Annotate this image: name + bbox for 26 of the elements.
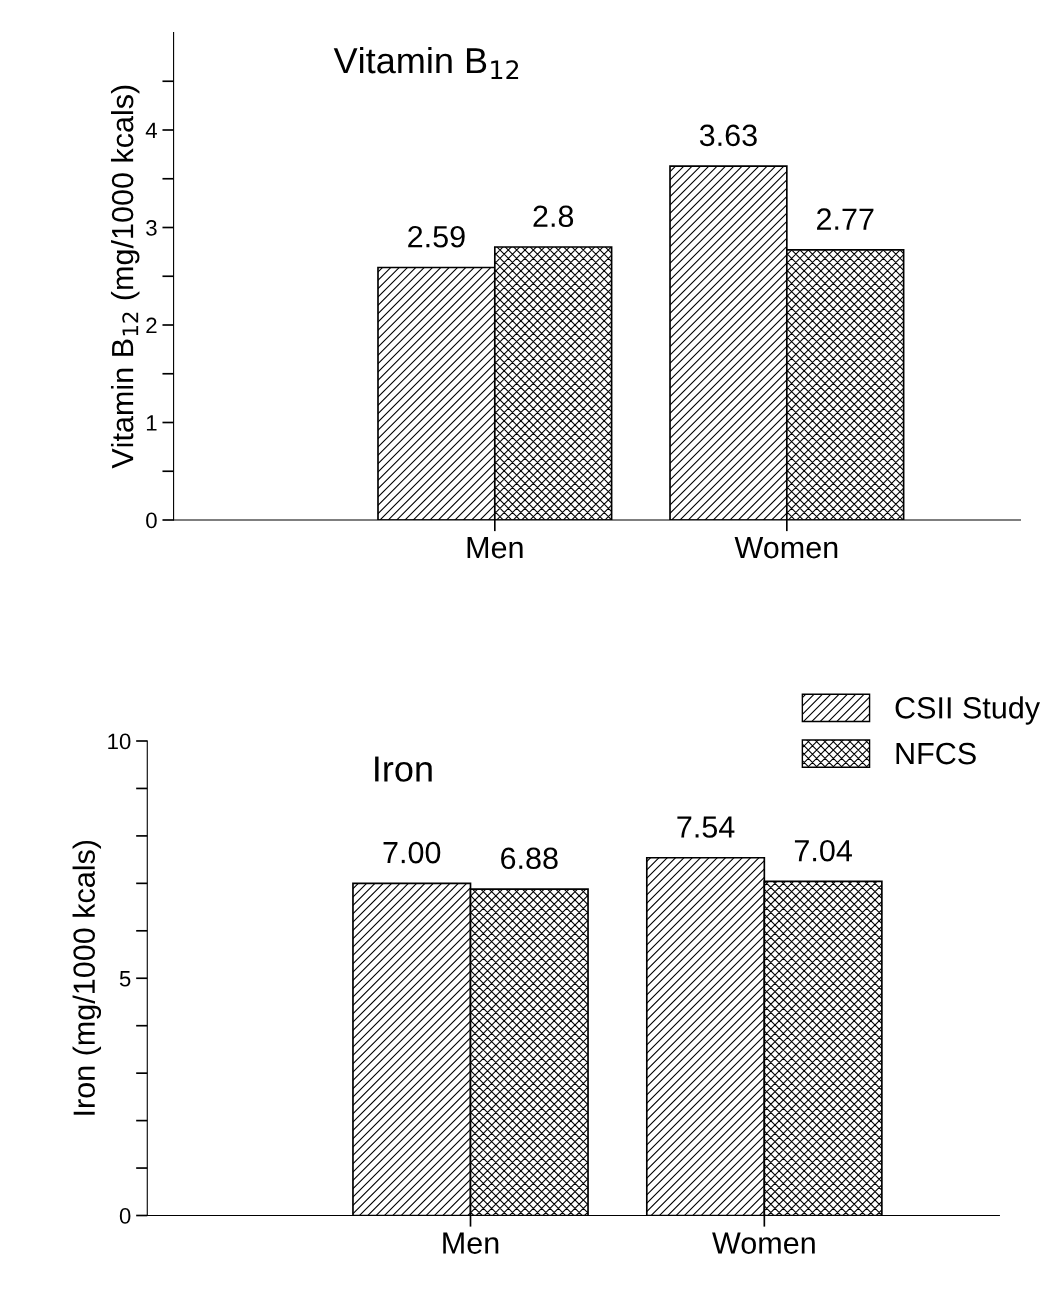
y-tick-label: 0 bbox=[146, 512, 157, 529]
y-tick-label: 1 bbox=[146, 415, 157, 431]
data-label: 2.77 bbox=[817, 208, 874, 230]
y-axis-title: Iron (mg/1000 kcals) bbox=[72, 840, 102, 1115]
x-tick-label: Women bbox=[734, 537, 838, 559]
data-label: 7.54 bbox=[677, 816, 735, 838]
chart-title: Vitamin B$_{12}$ bbox=[333, 46, 519, 80]
x-tick-label: Men bbox=[467, 537, 523, 559]
y-tick-label: 2 bbox=[146, 317, 157, 334]
y-tick-label: 10 bbox=[108, 733, 131, 750]
legend-label: NFCS bbox=[896, 742, 976, 765]
y-tick-label: 4 bbox=[145, 122, 157, 139]
y-tick-label: 5 bbox=[119, 971, 131, 987]
data-label: 2.59 bbox=[408, 225, 465, 248]
data-label: 2.8 bbox=[533, 205, 574, 228]
legend-label: CSII Study bbox=[895, 696, 1041, 725]
y-axis-title: Vitamin B$_{12}$ (mg/1000 kcals) bbox=[110, 85, 140, 469]
y-tick-label: 3 bbox=[146, 220, 157, 236]
chart-title: Iron bbox=[375, 756, 432, 782]
data-label: 7.00 bbox=[383, 841, 441, 864]
data-label: 3.63 bbox=[699, 124, 757, 147]
y-tick-label: 0 bbox=[119, 1208, 131, 1224]
data-label: 7.04 bbox=[794, 839, 852, 862]
data-label: 6.88 bbox=[501, 847, 558, 870]
x-tick-label: Women bbox=[712, 1232, 815, 1254]
x-tick-label: Men bbox=[443, 1232, 499, 1254]
